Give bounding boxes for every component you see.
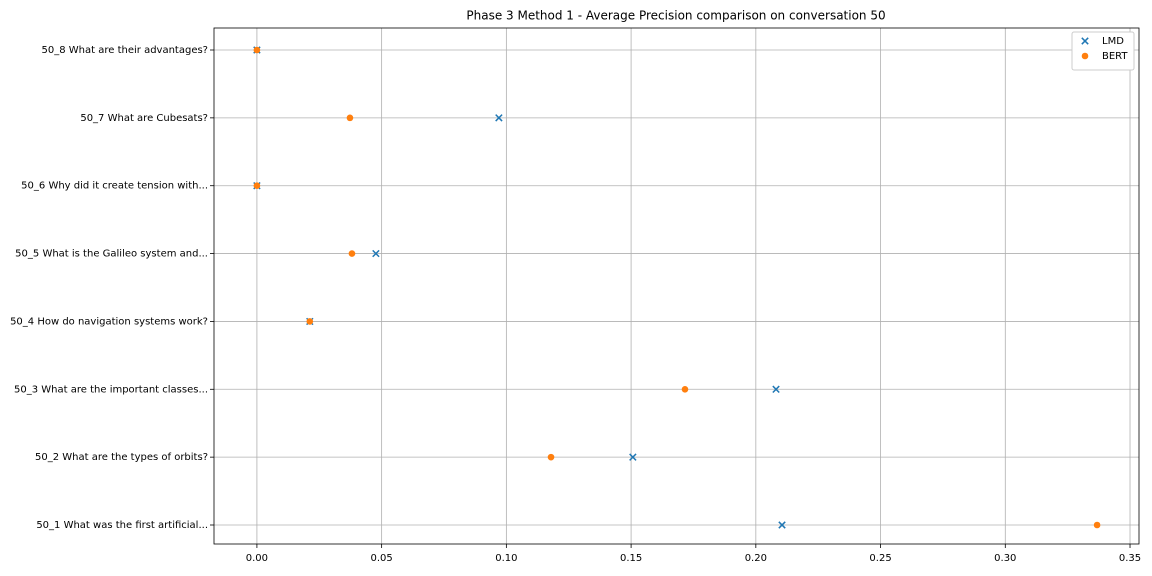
point — [253, 46, 261, 54]
point — [772, 385, 780, 394]
point — [372, 249, 380, 258]
point — [348, 250, 356, 257]
legend-label: LMD — [1102, 36, 1124, 47]
y-tick-label: 50_4 How do navigation systems work? — [10, 316, 208, 327]
x-tick-label: 0.10 — [495, 553, 517, 564]
plot-frame — [213, 27, 1140, 545]
legend: LMD BERT — [1071, 31, 1135, 71]
point — [547, 453, 555, 461]
y-tick-label: 50_6 Why did it create tension with... — [21, 181, 208, 192]
point — [306, 318, 314, 325]
x-tick-label: 0.00 — [246, 553, 268, 564]
y-tick-label: 50_3 What are the important classes... — [14, 384, 208, 395]
x-tick-label: 0.05 — [371, 553, 393, 564]
x-tick-label: 0.25 — [869, 553, 891, 564]
x-tick-label: 0.20 — [745, 553, 767, 564]
x-tick-label: 0.30 — [994, 553, 1016, 564]
x-tick-label: 0.35 — [1119, 553, 1141, 564]
point — [778, 521, 786, 529]
y-tick-label: 50_7 What are Cubesats? — [80, 113, 208, 124]
point — [629, 453, 637, 461]
point — [253, 182, 261, 190]
chart-title: Phase 3 Method 1 - Average Precision com… — [466, 9, 885, 23]
legend-box — [1071, 31, 1135, 71]
y-tick-label: 50_1 What was the first artificial... — [36, 520, 208, 531]
legend-marker — [1081, 37, 1089, 45]
y-tick-label: 50_2 What are the types of orbits? — [35, 452, 208, 463]
y-tick-label: 50_8 What are their advantages? — [42, 45, 208, 56]
point — [346, 114, 354, 122]
y-tick-label: 50_5 What is the Galileo system and... — [15, 249, 208, 260]
x-tick-label: 0.15 — [620, 553, 642, 564]
point — [1093, 521, 1101, 529]
point — [681, 385, 689, 393]
legend-label: BERT — [1102, 51, 1128, 62]
point — [495, 114, 503, 122]
legend-marker — [1081, 52, 1089, 60]
